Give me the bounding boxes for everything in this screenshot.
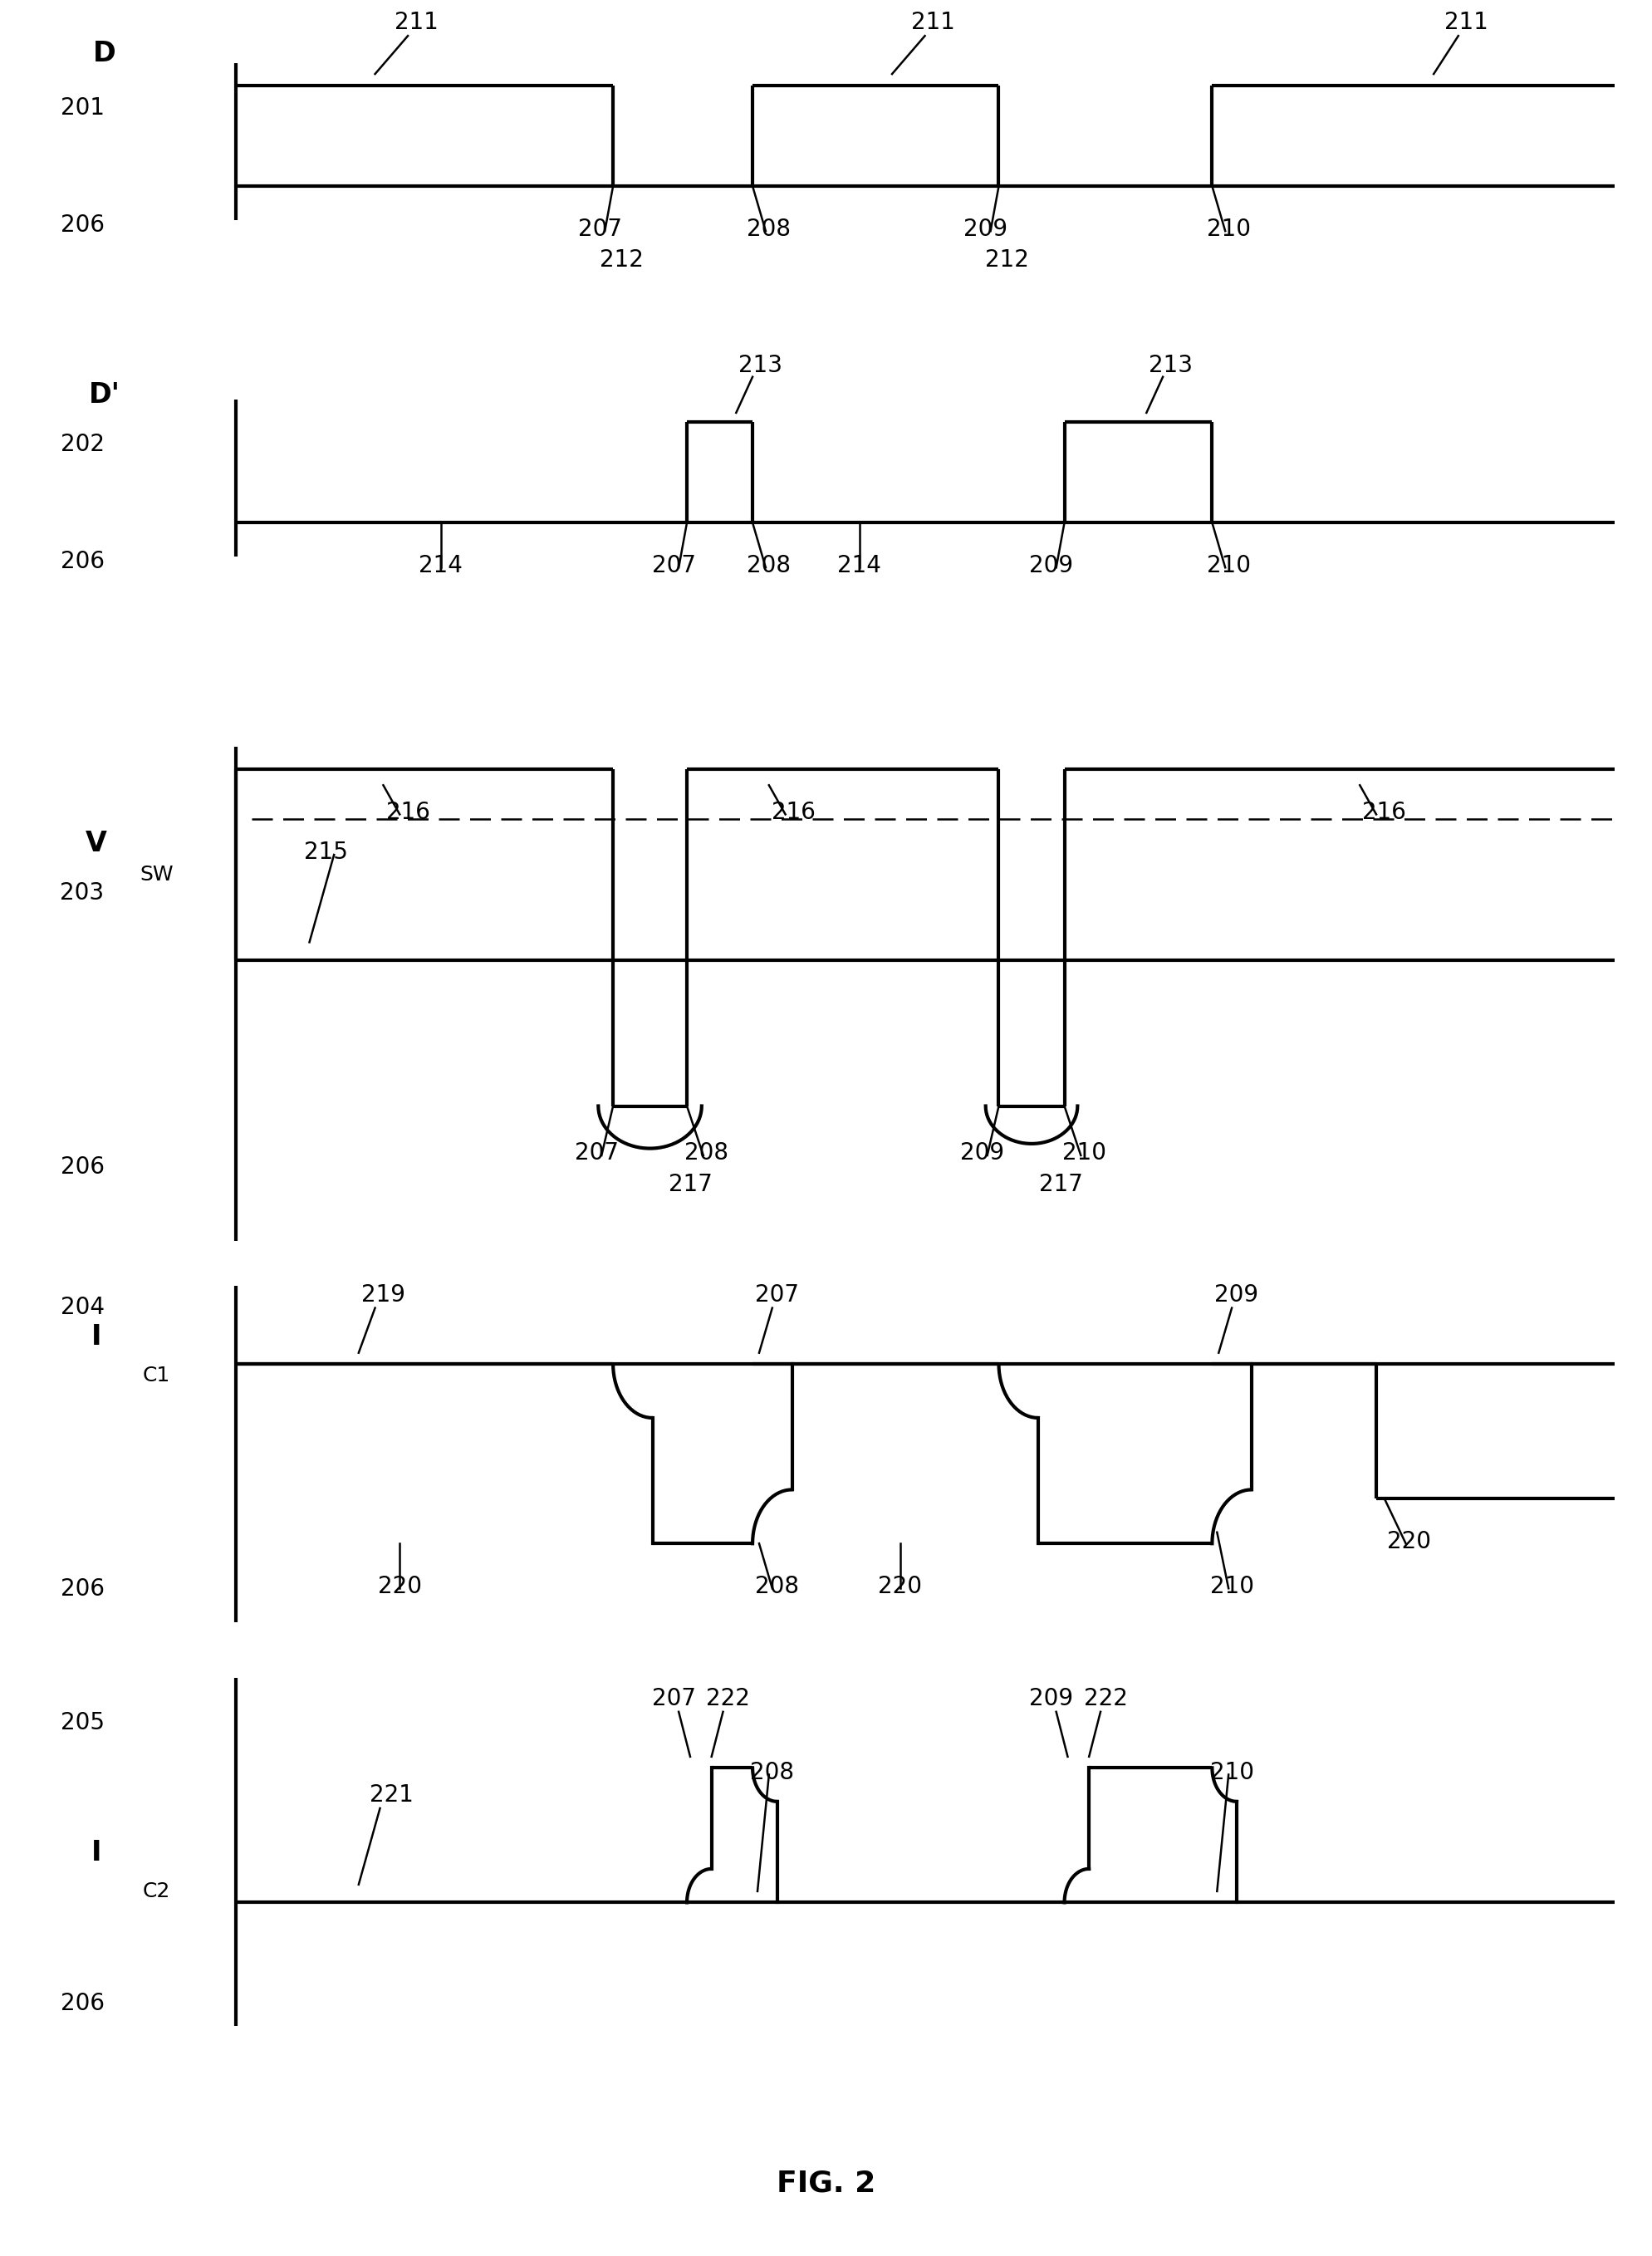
Text: 208: 208 (684, 1142, 729, 1164)
Text: 209: 209 (1214, 1284, 1259, 1306)
Text: 207: 207 (755, 1284, 800, 1306)
Text: 206: 206 (59, 1155, 104, 1178)
Text: 208: 208 (750, 1762, 795, 1784)
Text: I: I (91, 1839, 101, 1866)
Text: 214: 214 (418, 553, 463, 578)
Text: 209: 209 (1029, 1687, 1072, 1710)
Text: I: I (91, 1324, 101, 1351)
Text: 210: 210 (1209, 1575, 1254, 1597)
Text: 207: 207 (651, 553, 695, 578)
Text: 217: 217 (1039, 1173, 1082, 1196)
Text: 211: 211 (910, 11, 955, 34)
Text: 221: 221 (370, 1782, 413, 1807)
Text: 213: 213 (1148, 354, 1193, 377)
Text: 202: 202 (59, 433, 104, 456)
Text: 203: 203 (59, 882, 104, 905)
Text: 216: 216 (771, 801, 814, 823)
Text: 201: 201 (59, 97, 104, 120)
Text: SW: SW (140, 864, 173, 884)
Text: 220: 220 (877, 1575, 922, 1597)
Text: 205: 205 (59, 1710, 104, 1735)
Text: 209: 209 (1029, 553, 1072, 578)
Text: 212: 212 (985, 248, 1029, 273)
Text: 213: 213 (738, 354, 783, 377)
Text: 215: 215 (304, 841, 347, 864)
Text: 214: 214 (838, 553, 881, 578)
Text: 210: 210 (1062, 1142, 1105, 1164)
Text: 204: 204 (59, 1295, 104, 1320)
Text: FIG. 2: FIG. 2 (776, 2168, 876, 2197)
Text: 206: 206 (59, 1992, 104, 2015)
Text: 219: 219 (362, 1284, 405, 1306)
Text: 207: 207 (578, 217, 621, 241)
Text: C2: C2 (142, 1882, 170, 1902)
Text: C1: C1 (142, 1365, 170, 1385)
Text: 210: 210 (1206, 553, 1251, 578)
Text: 208: 208 (755, 1575, 800, 1597)
Text: 216: 216 (385, 801, 430, 823)
Text: 220: 220 (377, 1575, 421, 1597)
Text: 211: 211 (1444, 11, 1488, 34)
Text: 210: 210 (1209, 1762, 1254, 1784)
Text: 210: 210 (1206, 217, 1251, 241)
Text: 207: 207 (575, 1142, 618, 1164)
Text: 206: 206 (59, 1577, 104, 1600)
Text: 207: 207 (651, 1687, 695, 1710)
Text: 211: 211 (393, 11, 438, 34)
Text: V: V (86, 830, 107, 857)
Text: 209: 209 (960, 1142, 1004, 1164)
Text: 212: 212 (600, 248, 643, 273)
Text: 217: 217 (667, 1173, 712, 1196)
Text: D: D (93, 41, 116, 68)
Text: 216: 216 (1361, 801, 1406, 823)
Text: 208: 208 (747, 217, 791, 241)
Text: 206: 206 (59, 212, 104, 237)
Text: 222: 222 (705, 1687, 750, 1710)
Text: 206: 206 (59, 550, 104, 573)
Text: 220: 220 (1386, 1530, 1431, 1552)
Text: D': D' (89, 381, 121, 408)
Text: 222: 222 (1084, 1687, 1127, 1710)
Text: 208: 208 (747, 553, 791, 578)
Text: 209: 209 (963, 217, 1008, 241)
